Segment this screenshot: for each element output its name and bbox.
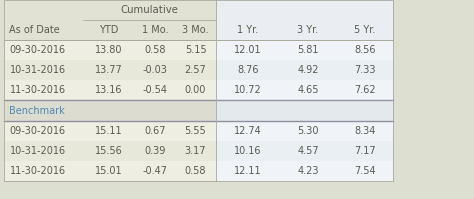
Text: 5.30: 5.30 (297, 126, 319, 136)
Text: 15.01: 15.01 (95, 166, 123, 176)
Text: 10.72: 10.72 (234, 85, 262, 96)
Bar (4, 0, 393, 181)
Text: 1 Yr.: 1 Yr. (237, 25, 258, 35)
Text: 10.16: 10.16 (234, 146, 262, 156)
Text: 0.58: 0.58 (185, 166, 206, 176)
Text: 4.23: 4.23 (297, 166, 319, 176)
Bar (4, 161, 216, 181)
Text: 7.54: 7.54 (354, 166, 376, 176)
Bar (216, 20, 393, 40)
Bar (216, 80, 393, 100)
Bar (216, 141, 393, 161)
Text: 8.76: 8.76 (237, 65, 258, 75)
Text: 12.74: 12.74 (234, 126, 262, 136)
Bar (4, 141, 216, 161)
Text: 0.39: 0.39 (145, 146, 166, 156)
Text: 8.34: 8.34 (354, 126, 376, 136)
Text: 0.58: 0.58 (145, 45, 166, 55)
Text: 12.01: 12.01 (234, 45, 262, 55)
Text: 1 Mo.: 1 Mo. (142, 25, 168, 35)
Text: -0.47: -0.47 (143, 166, 168, 176)
Text: 13.77: 13.77 (95, 65, 123, 75)
Bar (216, 161, 393, 181)
Text: YTD: YTD (100, 25, 118, 35)
Text: 3.17: 3.17 (185, 146, 206, 156)
Text: 4.57: 4.57 (297, 146, 319, 156)
Text: 3 Yr.: 3 Yr. (298, 25, 319, 35)
Text: -0.03: -0.03 (143, 65, 168, 75)
Bar (4, 80, 216, 100)
Text: Benchmark: Benchmark (9, 105, 65, 116)
Text: 7.33: 7.33 (354, 65, 376, 75)
Text: 13.16: 13.16 (95, 85, 123, 96)
Bar (216, 0, 393, 20)
Text: 4.65: 4.65 (297, 85, 319, 96)
Text: 11-30-2016: 11-30-2016 (9, 166, 65, 176)
Text: 13.80: 13.80 (95, 45, 123, 55)
Bar (216, 121, 393, 141)
Text: 7.17: 7.17 (354, 146, 376, 156)
Text: 5 Yr.: 5 Yr. (354, 25, 376, 35)
Bar (4, 20, 216, 40)
Text: 5.55: 5.55 (185, 126, 206, 136)
Bar (216, 60, 393, 80)
Text: 5.15: 5.15 (185, 45, 206, 55)
Text: 09-30-2016: 09-30-2016 (9, 45, 65, 55)
Bar (216, 100, 393, 121)
Text: 15.11: 15.11 (95, 126, 123, 136)
Bar (4, 100, 216, 121)
Text: 3 Mo.: 3 Mo. (182, 25, 209, 35)
Text: 10-31-2016: 10-31-2016 (9, 65, 65, 75)
Text: -0.54: -0.54 (143, 85, 168, 96)
Text: 4.92: 4.92 (297, 65, 319, 75)
Text: 15.56: 15.56 (95, 146, 123, 156)
Text: 0.00: 0.00 (185, 85, 206, 96)
Bar (216, 40, 393, 60)
Text: 11-30-2016: 11-30-2016 (9, 85, 65, 96)
Text: 8.56: 8.56 (354, 45, 376, 55)
Text: 10-31-2016: 10-31-2016 (9, 146, 65, 156)
Text: 12.11: 12.11 (234, 166, 262, 176)
Bar (4, 0, 216, 20)
Bar (4, 40, 216, 60)
Text: 7.62: 7.62 (354, 85, 376, 96)
Bar (4, 60, 216, 80)
Text: 5.81: 5.81 (297, 45, 319, 55)
Text: 09-30-2016: 09-30-2016 (9, 126, 65, 136)
Bar (4, 121, 216, 141)
Text: Cumulative: Cumulative (120, 5, 178, 15)
Text: As of Date: As of Date (9, 25, 60, 35)
Text: 0.67: 0.67 (145, 126, 166, 136)
Text: 2.57: 2.57 (185, 65, 206, 75)
